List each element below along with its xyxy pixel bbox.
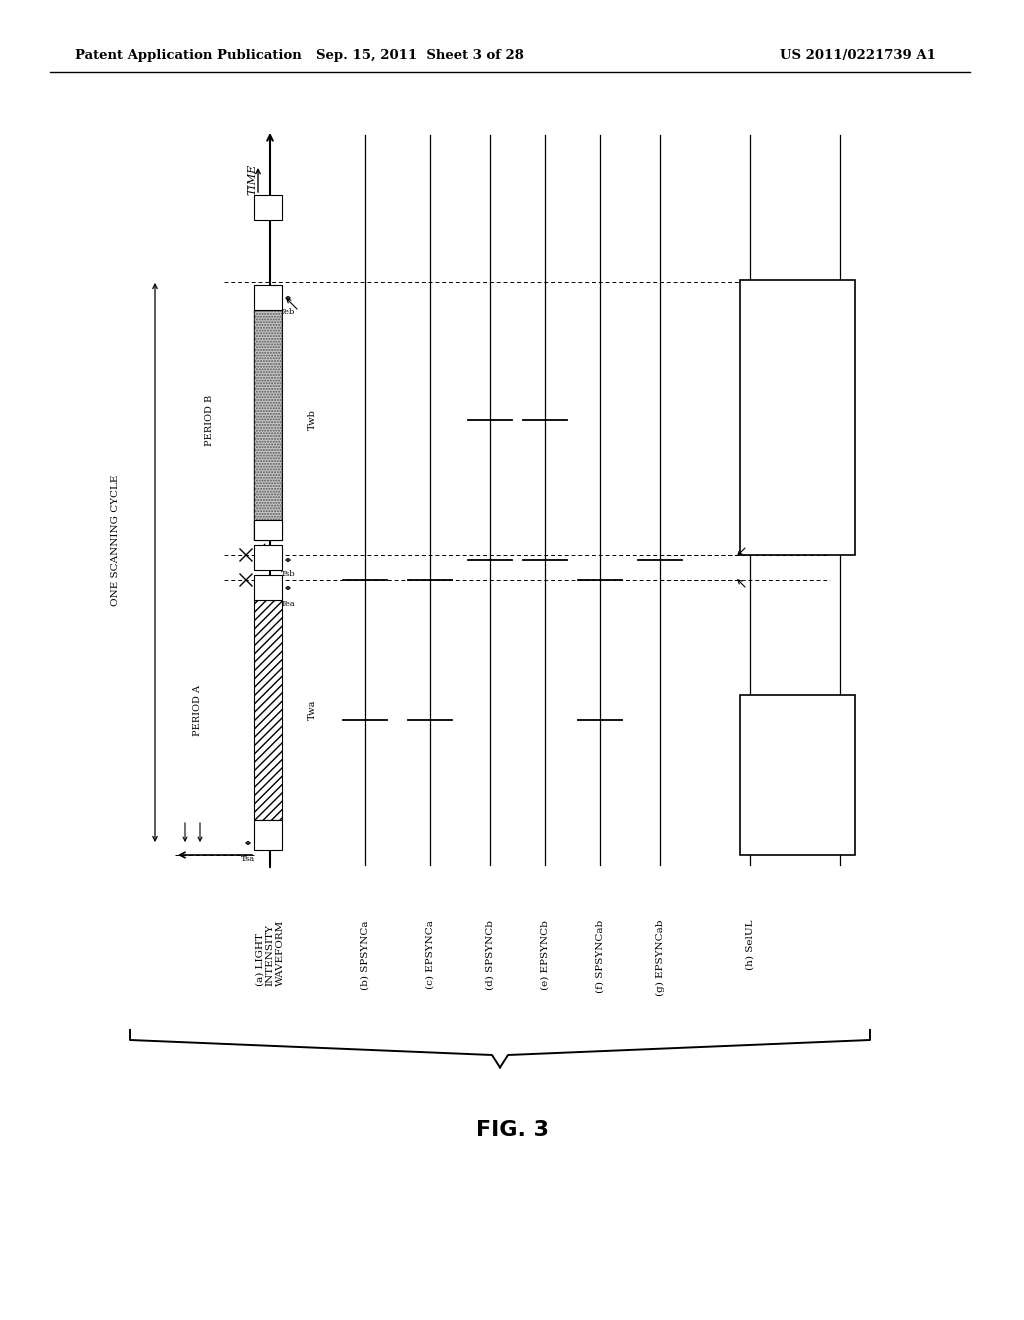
Text: PERIOD B: PERIOD B (206, 395, 214, 446)
Text: FIG. 3: FIG. 3 (475, 1119, 549, 1140)
Polygon shape (254, 601, 282, 820)
Text: Sep. 15, 2011  Sheet 3 of 28: Sep. 15, 2011 Sheet 3 of 28 (316, 49, 524, 62)
Polygon shape (254, 520, 282, 540)
Text: Patent Application Publication: Patent Application Publication (75, 49, 302, 62)
Polygon shape (254, 576, 282, 601)
Polygon shape (254, 820, 282, 850)
Text: (f) SPSYNCab: (f) SPSYNCab (596, 920, 604, 993)
Polygon shape (254, 195, 282, 220)
Text: (c) EPSYNCa: (c) EPSYNCa (426, 920, 434, 989)
Text: PERIOD A: PERIOD A (194, 685, 203, 735)
Text: ONE SCANNING CYCLE: ONE SCANNING CYCLE (111, 474, 120, 606)
Polygon shape (740, 280, 855, 554)
Text: Twa: Twa (307, 700, 316, 721)
Polygon shape (254, 310, 282, 540)
Polygon shape (254, 545, 282, 570)
Text: TIME: TIME (247, 164, 257, 195)
Text: Twb: Twb (307, 409, 316, 430)
Text: (d) SPSYNCb: (d) SPSYNCb (485, 920, 495, 990)
Text: (h) SelUL: (h) SelUL (745, 920, 755, 970)
Text: (b) SPSYNCa: (b) SPSYNCa (360, 920, 370, 990)
Polygon shape (740, 696, 855, 855)
Text: (g) EPSYNCab: (g) EPSYNCab (655, 920, 665, 997)
Text: Teb: Teb (281, 308, 296, 315)
Text: (a) LIGHT
INTENSITY
WAVEFORM: (a) LIGHT INTENSITY WAVEFORM (255, 920, 285, 986)
Text: (e) EPSYNCb: (e) EPSYNCb (541, 920, 550, 990)
Text: Tsb: Tsb (281, 570, 295, 578)
Text: US 2011/0221739 A1: US 2011/0221739 A1 (780, 49, 936, 62)
Text: Tea: Tea (281, 601, 295, 609)
Text: Tsa: Tsa (241, 855, 255, 863)
Polygon shape (254, 285, 282, 310)
